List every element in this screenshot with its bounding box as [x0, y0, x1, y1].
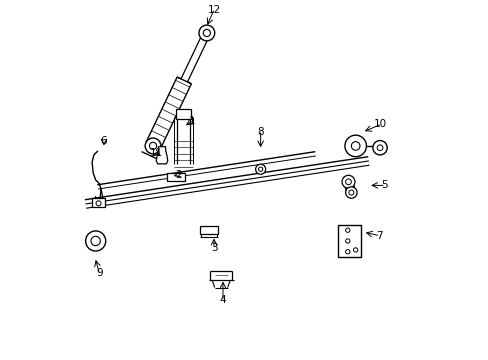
Text: 10: 10	[373, 120, 386, 129]
Bar	[199, 226, 217, 234]
Text: 7: 7	[375, 231, 382, 240]
Circle shape	[348, 190, 353, 195]
Text: 8: 8	[257, 127, 264, 136]
Circle shape	[145, 138, 161, 154]
Bar	[337, 225, 360, 257]
Text: 2: 2	[175, 170, 181, 180]
Circle shape	[85, 231, 105, 251]
Text: 5: 5	[380, 180, 387, 190]
Circle shape	[345, 249, 349, 254]
Text: 6: 6	[101, 136, 107, 145]
Circle shape	[345, 239, 349, 243]
Circle shape	[372, 140, 386, 155]
Bar	[176, 109, 190, 119]
Text: 4: 4	[219, 295, 226, 305]
Circle shape	[203, 30, 210, 37]
Circle shape	[258, 167, 262, 171]
Text: 11: 11	[150, 148, 163, 158]
Circle shape	[344, 135, 366, 157]
Text: 3: 3	[210, 243, 217, 253]
Text: 12: 12	[207, 5, 220, 15]
Text: 1: 1	[189, 116, 195, 126]
Circle shape	[91, 236, 100, 246]
Circle shape	[376, 145, 382, 150]
Bar	[167, 173, 184, 181]
Circle shape	[345, 228, 349, 232]
Circle shape	[345, 187, 356, 198]
Circle shape	[341, 175, 354, 188]
Circle shape	[199, 25, 214, 41]
Circle shape	[351, 141, 359, 150]
Circle shape	[353, 248, 357, 252]
Circle shape	[255, 164, 265, 174]
Circle shape	[96, 201, 101, 206]
Circle shape	[345, 179, 351, 185]
Polygon shape	[156, 147, 167, 164]
Text: 9: 9	[96, 268, 102, 278]
Circle shape	[149, 142, 156, 149]
Bar	[92, 198, 104, 207]
